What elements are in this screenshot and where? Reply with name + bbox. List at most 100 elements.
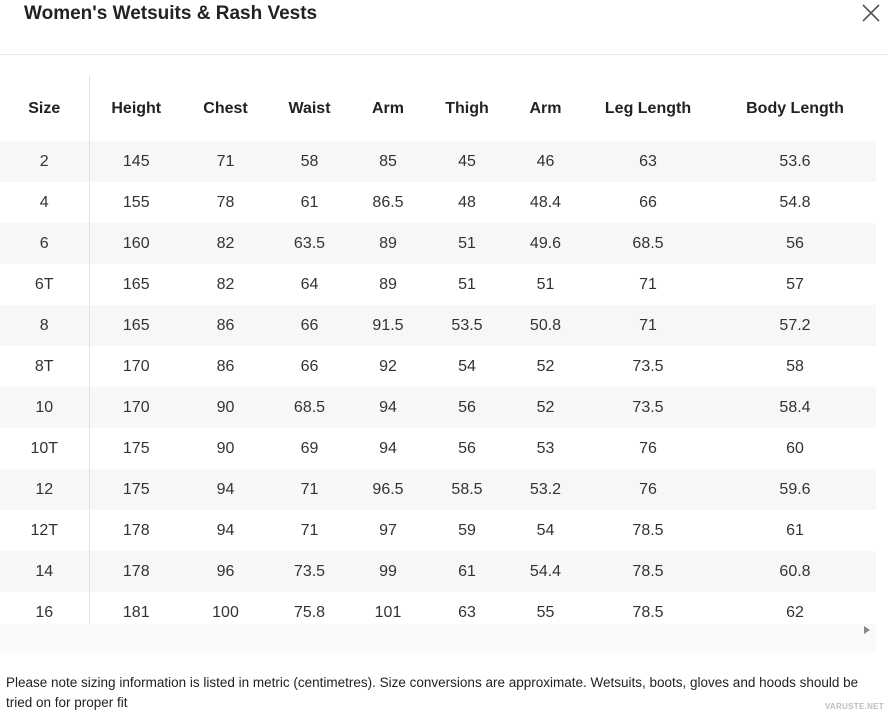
table-row: 6 160 82 63.5 89 51 49.6 68.5 56 — [0, 223, 876, 264]
measurement-cell: 155 — [89, 182, 183, 223]
measurement-cell: 51 — [425, 223, 509, 264]
measurement-cell: 49.6 — [509, 223, 582, 264]
measurement-cell: 53.6 — [714, 141, 876, 182]
measurement-cell: 63 — [582, 141, 714, 182]
size-cell: 10 — [0, 387, 90, 428]
measurement-cell: 68.5 — [268, 387, 351, 428]
measurement-cell: 75.8 — [268, 592, 351, 624]
column-header: Thigh — [445, 99, 489, 117]
measurement-cell: 97 — [351, 510, 425, 551]
measurement-cell: 96.5 — [351, 469, 425, 510]
measurement-cell: 73.5 — [582, 387, 714, 428]
measurement-cell: 54.4 — [509, 551, 582, 592]
size-table-container[interactable]: Size Height Chest Waist Arm Thigh Arm Leg Lengt… — [0, 76, 876, 624]
close-icon — [862, 4, 880, 22]
measurement-cell: 165 — [89, 264, 183, 305]
size-cell: 12 — [0, 469, 90, 510]
measurement-cell: 76 — [582, 469, 714, 510]
measurement-cell: 145 — [89, 141, 183, 182]
sizing-note: Please note sizing information is listed… — [6, 675, 859, 710]
size-cell: 16 — [0, 592, 90, 624]
measurement-cell: 86 — [183, 346, 268, 387]
measurement-cell: 53.2 — [509, 469, 582, 510]
size-table: Size Height Chest Waist Arm Thigh Arm Leg Lengt… — [0, 76, 876, 624]
size-cell: 14 — [0, 551, 90, 592]
measurement-cell: 56 — [714, 223, 876, 264]
measurement-cell: 82 — [183, 223, 268, 264]
measurement-cell: 66 — [268, 346, 351, 387]
table-row: 6T 165 82 64 89 51 51 71 57 — [0, 264, 876, 305]
measurement-cell: 61 — [268, 182, 351, 223]
measurement-cell: 90 — [183, 428, 268, 469]
measurement-cell: 170 — [89, 346, 183, 387]
measurement-cell: 68.5 — [582, 223, 714, 264]
table-row: 10 170 90 68.5 94 56 52 73.5 58.4 — [0, 387, 876, 428]
measurement-cell: 54 — [509, 510, 582, 551]
measurement-cell: 165 — [89, 305, 183, 346]
measurement-cell: 57.2 — [714, 305, 876, 346]
measurement-cell: 71 — [582, 305, 714, 346]
measurement-cell: 175 — [89, 428, 183, 469]
table-row: 8 165 86 66 91.5 53.5 50.8 71 57.2 — [0, 305, 876, 346]
measurement-cell: 63 — [425, 592, 509, 624]
measurement-cell: 94 — [351, 387, 425, 428]
measurement-cell: 91.5 — [351, 305, 425, 346]
size-cell: 8 — [0, 305, 90, 346]
measurement-cell: 71 — [268, 469, 351, 510]
table-row: 8T 170 86 66 92 54 52 73.5 58 — [0, 346, 876, 387]
measurement-cell: 85 — [351, 141, 425, 182]
measurement-cell: 46 — [509, 141, 582, 182]
measurement-cell: 51 — [509, 264, 582, 305]
modal-header: Women's Wetsuits & Rash Vests — [0, 0, 888, 55]
table-row: 12 175 94 71 96.5 58.5 53.2 76 59.6 — [0, 469, 876, 510]
watermark: VARUSTE.NET — [824, 702, 884, 711]
measurement-cell: 59 — [425, 510, 509, 551]
measurement-cell: 89 — [351, 264, 425, 305]
measurement-cell: 101 — [351, 592, 425, 624]
measurement-cell: 69 — [268, 428, 351, 469]
table-row: 10T 175 90 69 94 56 53 76 60 — [0, 428, 876, 469]
column-header: Arm — [529, 99, 562, 117]
measurement-cell: 86 — [183, 305, 268, 346]
measurement-cell: 78.5 — [582, 592, 714, 624]
measurement-cell: 160 — [89, 223, 183, 264]
close-button[interactable] — [860, 2, 882, 24]
measurement-cell: 61 — [714, 510, 876, 551]
measurement-cell: 71 — [268, 510, 351, 551]
measurement-cell: 52 — [509, 346, 582, 387]
size-cell: 4 — [0, 182, 90, 223]
measurement-cell: 89 — [351, 223, 425, 264]
measurement-cell: 60 — [714, 428, 876, 469]
column-header: Body Length — [746, 99, 844, 117]
table-body: 2 145 71 58 85 45 46 63 53.6 4 155 78 61 86.5 48 48.4 66… — [0, 141, 876, 624]
measurement-cell: 64 — [268, 264, 351, 305]
measurement-cell: 82 — [183, 264, 268, 305]
size-cell: 12T — [0, 510, 90, 551]
measurement-cell: 78 — [183, 182, 268, 223]
table-header-row: Size Height Chest Waist Arm Thigh Arm Leg Lengt… — [0, 76, 876, 141]
measurement-cell: 73.5 — [582, 346, 714, 387]
measurement-cell: 50.8 — [509, 305, 582, 346]
scroll-right-button[interactable] — [862, 623, 872, 637]
measurement-cell: 48 — [425, 182, 509, 223]
measurement-cell: 56 — [425, 428, 509, 469]
measurement-cell: 71 — [582, 264, 714, 305]
horizontal-scrollbar[interactable] — [0, 624, 876, 653]
column-header: Leg Length — [604, 99, 692, 117]
measurement-cell: 78.5 — [582, 551, 714, 592]
table-row: 14 178 96 73.5 99 61 54.4 78.5 60.8 — [0, 551, 876, 592]
measurement-cell: 52 — [509, 387, 582, 428]
measurement-cell: 99 — [351, 551, 425, 592]
measurement-cell: 178 — [89, 510, 183, 551]
measurement-cell: 53.5 — [425, 305, 509, 346]
column-header: Waist — [288, 99, 331, 117]
measurement-cell: 58 — [268, 141, 351, 182]
measurement-cell: 58.4 — [714, 387, 876, 428]
measurement-cell: 58 — [714, 346, 876, 387]
measurement-cell: 71 — [183, 141, 268, 182]
measurement-cell: 96 — [183, 551, 268, 592]
table-row: 4 155 78 61 86.5 48 48.4 66 54.8 — [0, 182, 876, 223]
modal-title: Women's Wetsuits & Rash Vests — [24, 3, 318, 24]
measurement-cell: 58.5 — [425, 469, 509, 510]
column-header: Size — [0, 76, 90, 141]
